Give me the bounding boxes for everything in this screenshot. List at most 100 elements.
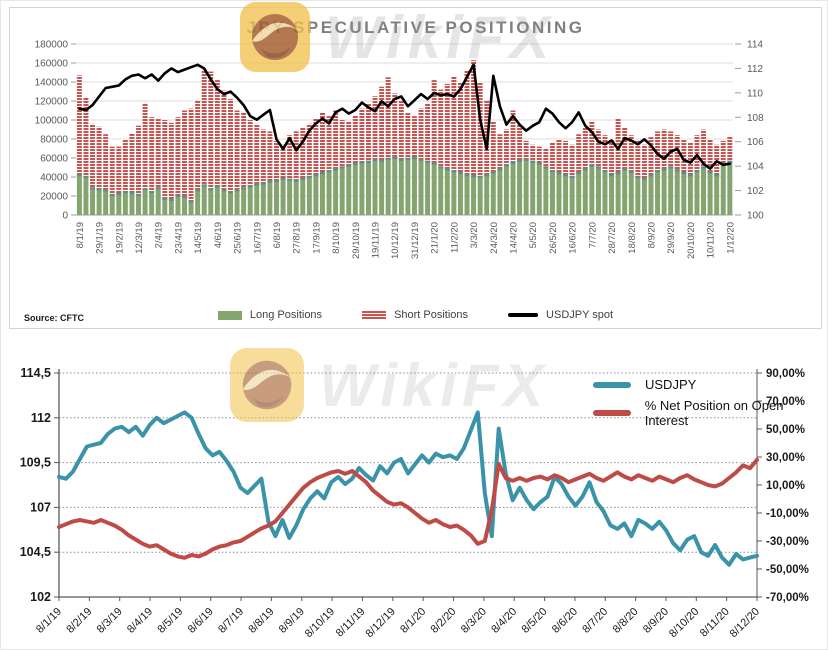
svg-text:20/10/20: 20/10/20: [686, 222, 697, 259]
svg-text:104: 104: [747, 162, 764, 173]
source-label: Source: CFTC: [24, 313, 85, 323]
legend-item-usdjpy-spot: USDJPY spot: [508, 309, 613, 321]
svg-text:8/1/20: 8/1/20: [398, 606, 428, 636]
svg-text:8/10/19: 8/10/19: [303, 606, 337, 640]
svg-text:50,00%: 50,00%: [766, 424, 805, 436]
svg-text:8/3/19: 8/3/19: [95, 606, 125, 636]
svg-text:70,00%: 70,00%: [766, 396, 805, 408]
svg-text:4/6/19: 4/6/19: [213, 222, 224, 248]
svg-text:-50,00%: -50,00%: [766, 564, 809, 576]
svg-text:0: 0: [62, 211, 68, 222]
bottom-chart-plot: 114,5 112 109,5 107 104,5 102 90,00% 70,00% 50,0…: [20, 366, 809, 640]
svg-text:8/3/20: 8/3/20: [459, 606, 489, 636]
svg-text:8/12/20: 8/12/20: [728, 606, 762, 640]
svg-text:2/4/19: 2/4/19: [154, 222, 165, 248]
svg-text:10/12/19: 10/12/19: [390, 222, 401, 259]
bottom-chart-panel: 114,5 112 109,5 107 104,5 102 90,00% 70,00% 50,0…: [1, 339, 827, 649]
top-x-axis-labels: 8/1/19 29/1/19 19/2/19 12/3/19 2/4/19 23/4/19…: [75, 222, 736, 259]
svg-text:100000: 100000: [35, 116, 69, 127]
bottom-axis-labels: 114,5 112 109,5 107 104,5 102 90,00% 70,00% 50,0…: [20, 366, 809, 604]
usdjpy-spot-label: USDJPY spot: [546, 309, 614, 321]
svg-text:19/2/19: 19/2/19: [114, 222, 125, 254]
svg-text:8/8/20: 8/8/20: [611, 606, 641, 636]
svg-text:5/5/20: 5/5/20: [528, 222, 539, 248]
net-position-label: % Net Position on Open Interest: [644, 398, 784, 428]
top-chart-title: JPY SPECULATIVE POSITIONING: [246, 18, 585, 37]
usdjpy-label: USDJPY: [645, 377, 697, 392]
svg-text:8/7/19: 8/7/19: [216, 606, 246, 636]
svg-text:29/1/19: 29/1/19: [95, 222, 106, 254]
svg-text:8/10/20: 8/10/20: [667, 606, 701, 640]
positions-bars: [76, 60, 733, 215]
svg-text:31/12/19: 31/12/19: [410, 222, 421, 259]
usdjpy-spot-line: [78, 63, 732, 170]
short-positions-swatch: [362, 310, 387, 320]
long-positions-label: Long Positions: [249, 309, 323, 321]
svg-text:23/4/19: 23/4/19: [173, 222, 184, 254]
usdjpy-line: [57, 410, 759, 567]
top-chart-panel: JPY SPECULATIVE POSITIONING 180000 160000…: [9, 7, 822, 329]
svg-text:180000: 180000: [35, 40, 69, 51]
svg-text:8/4/19: 8/4/19: [125, 606, 155, 636]
svg-text:8/6/19: 8/6/19: [186, 606, 216, 636]
legend-item-short-positions: Short Positions: [362, 309, 468, 321]
svg-text:11/2/20: 11/2/20: [449, 222, 460, 253]
svg-text:-70,00%: -70,00%: [766, 592, 809, 604]
svg-text:29/10/19: 29/10/19: [351, 222, 362, 259]
svg-text:21/1/20: 21/1/20: [430, 222, 441, 254]
svg-text:8/7/20: 8/7/20: [580, 606, 610, 636]
svg-text:112: 112: [31, 411, 51, 425]
svg-text:102: 102: [747, 186, 764, 197]
svg-text:80000: 80000: [40, 135, 68, 146]
legend-item-net-position: % Net Position on Open Interest: [593, 398, 827, 428]
svg-text:107: 107: [30, 500, 51, 514]
usdjpy-swatch: [593, 381, 631, 388]
svg-text:14/4/20: 14/4/20: [509, 222, 520, 254]
legend-item-usdjpy: USDJPY: [593, 377, 827, 392]
svg-text:3/3/20: 3/3/20: [469, 222, 480, 248]
long-positions-swatch: [217, 310, 242, 320]
svg-text:109,5: 109,5: [20, 456, 51, 470]
svg-text:8/2/19: 8/2/19: [64, 606, 94, 636]
svg-text:8/2/20: 8/2/20: [429, 606, 459, 636]
svg-text:8/5/20: 8/5/20: [520, 606, 550, 636]
svg-text:25/6/19: 25/6/19: [233, 222, 244, 254]
svg-text:29/9/20: 29/9/20: [666, 222, 677, 254]
svg-text:8/4/20: 8/4/20: [489, 606, 519, 636]
svg-text:140000: 140000: [35, 78, 69, 89]
usdjpy-spot-swatch: [508, 313, 539, 317]
svg-text:8/8/19: 8/8/19: [246, 606, 276, 636]
svg-text:104,5: 104,5: [20, 545, 51, 559]
svg-text:40000: 40000: [40, 173, 68, 184]
svg-text:-30,00%: -30,00%: [766, 536, 809, 548]
svg-text:7/7/20: 7/7/20: [587, 222, 598, 248]
top-axis-labels: 180000 160000 140000 120000 100000 80000 60000…: [35, 40, 764, 222]
bottom-gridlines: [54, 369, 762, 601]
bottom-x-axis-labels: 8/1/19 8/2/19 8/3/19 8/4/19 8/5/19 8/6/19 8/7/…: [34, 606, 762, 640]
svg-text:160000: 160000: [35, 59, 69, 70]
svg-text:10,00%: 10,00%: [766, 480, 805, 492]
svg-text:8/10/19: 8/10/19: [331, 222, 342, 254]
svg-text:8/1/19: 8/1/19: [75, 222, 86, 248]
svg-text:112: 112: [747, 64, 763, 75]
top-chart-plot: 180000 160000 140000 120000 100000 80000 60000…: [35, 40, 764, 259]
svg-text:6/8/19: 6/8/19: [272, 222, 283, 248]
legend-item-long-positions: Long Positions: [217, 309, 323, 321]
svg-text:14/5/19: 14/5/19: [193, 222, 204, 254]
svg-text:16/6/20: 16/6/20: [568, 222, 579, 254]
net-position-line: [57, 457, 759, 560]
net-position-swatch: [593, 410, 631, 416]
svg-text:20000: 20000: [40, 192, 68, 203]
svg-text:30,00%: 30,00%: [766, 452, 805, 464]
svg-text:28/7/20: 28/7/20: [607, 222, 618, 254]
svg-text:60000: 60000: [40, 154, 68, 165]
short-positions-label: Short Positions: [394, 309, 469, 321]
svg-text:-10,00%: -10,00%: [766, 508, 809, 520]
svg-text:24/3/20: 24/3/20: [489, 222, 500, 254]
svg-text:120000: 120000: [35, 97, 69, 108]
svg-text:8/9/20: 8/9/20: [646, 222, 657, 248]
svg-text:19/11/19: 19/11/19: [371, 222, 382, 258]
svg-text:27/8/19: 27/8/19: [292, 222, 303, 254]
svg-text:114,5: 114,5: [20, 366, 51, 380]
